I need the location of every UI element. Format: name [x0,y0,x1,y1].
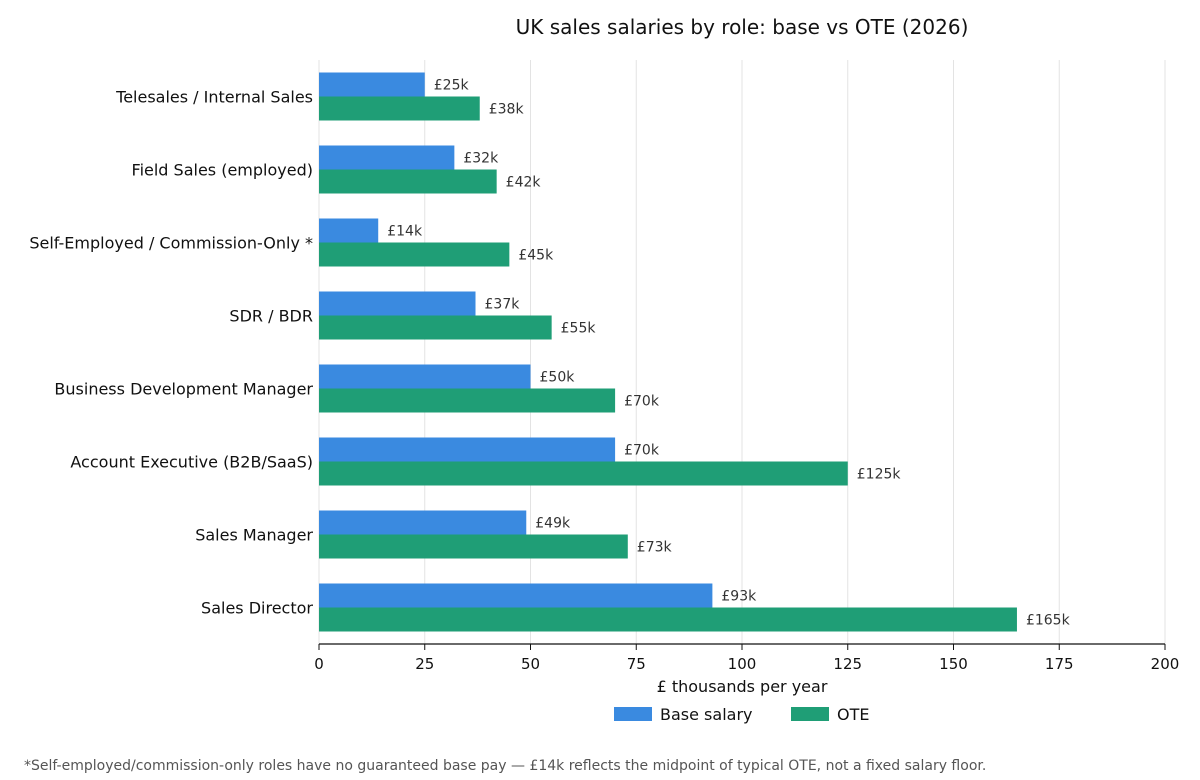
legend-swatch [791,707,829,721]
bar-ote [319,242,510,267]
data-label: £125k [857,467,902,483]
data-label: £93k [721,589,757,605]
legend-label: Base salary [660,705,752,724]
bar-base-salary [319,145,455,170]
data-label: £70k [624,443,660,459]
bar-base-salary [319,510,527,535]
x-tick-label: 200 [1151,655,1180,673]
bar-chart: UK sales salaries by role: base vs OTE (… [29,15,1179,724]
category-label: Sales Manager [195,526,313,545]
category-label: Field Sales (employed) [132,161,313,180]
data-label: £45k [518,248,554,264]
category-labels: Telesales / Internal Sales Field Sales (e… [29,88,313,618]
x-tick-label: 75 [627,655,646,673]
category-label: Business Development Manager [54,380,313,399]
x-tick-label: 125 [833,655,862,673]
bar-ote [319,169,497,194]
data-label: £32k [463,151,499,167]
chart-title: UK sales salaries by role: base vs OTE (… [516,15,969,39]
x-tick-label: 100 [728,655,757,673]
x-tick-label: 175 [1045,655,1074,673]
legend-label: OTE [837,705,869,724]
category-label: Sales Director [201,599,313,618]
bar-ote [319,534,628,559]
bar-ote [319,607,1017,632]
x-tick-label: 0 [314,655,324,673]
data-label: £25k [434,78,470,94]
data-label: £73k [637,540,673,556]
x-ticks: 0 25 50 75 100 125 150 175 200 [314,644,1179,673]
bar-base-salary [319,437,616,462]
bar-base-salary [319,291,476,316]
data-label: £14k [387,224,423,240]
data-label: £165k [1026,613,1071,629]
data-label: £49k [535,516,571,532]
bar-ote [319,315,552,340]
bar-base-salary [319,72,425,97]
data-label: £42k [506,175,542,191]
footnote: *Self-employed/commission-only roles hav… [24,758,987,774]
bar-base-salary [319,583,713,608]
x-tick-label: 50 [521,655,540,673]
bar-base-salary [319,218,379,243]
data-label: £37k [485,297,521,313]
category-label: SDR / BDR [229,307,313,326]
category-label: Telesales / Internal Sales [115,88,313,107]
bar-ote [319,388,616,413]
legend: Base salary OTE [614,705,869,724]
data-label: £70k [624,394,660,410]
bar-ote [319,96,480,121]
legend-swatch [614,707,652,721]
x-axis-label: £ thousands per year [657,677,828,696]
x-tick-label: 150 [939,655,968,673]
data-label: £38k [489,102,525,118]
bar-ote [319,461,848,486]
bars: £25k £38k £32k £42k £14k £45k £37k £55k £50k £70k… [319,72,1071,632]
data-label: £55k [561,321,597,337]
bar-base-salary [319,364,531,389]
data-label: £50k [540,370,576,386]
category-label: Account Executive (B2B/SaaS) [70,453,313,472]
category-label: Self-Employed / Commission-Only * [29,234,313,253]
x-tick-label: 25 [415,655,434,673]
